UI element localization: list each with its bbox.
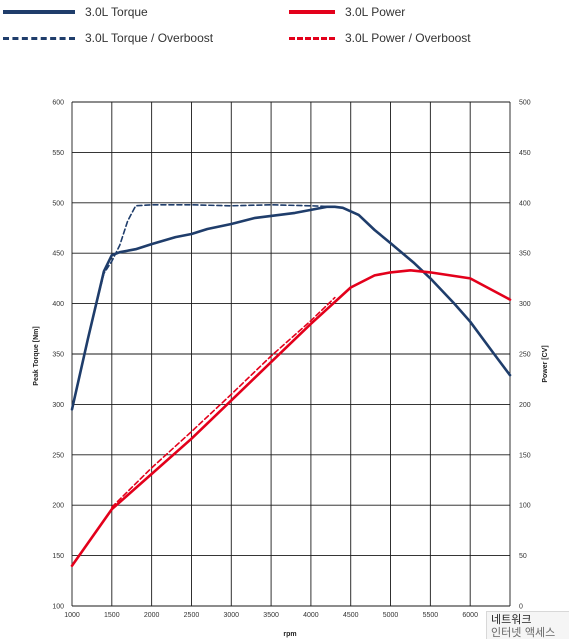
y-tick-label: 500 xyxy=(52,200,64,207)
x-tick-label: 6000 xyxy=(462,612,478,619)
y-tick-label: 400 xyxy=(52,301,64,308)
chart-ticks: 1000 1500 2000 2500 3000 3500 4000 4500 5000 5500… xyxy=(52,100,530,620)
series-line-torque xyxy=(70,205,512,411)
y-tick-label: 600 xyxy=(52,100,64,107)
overlay-line-2: 인터넷 액세스 xyxy=(491,626,556,639)
chart-legend: 3.0L Torque 3.0L Power 3.0L Torque / Ove… xyxy=(0,0,569,60)
y2-tick-label: 0 xyxy=(519,604,523,611)
legend-swatch-torque xyxy=(3,10,75,14)
y-tick-label: 450 xyxy=(52,251,64,258)
x-tick-label: 3000 xyxy=(223,612,239,619)
overlay-line-1: 네트워크 xyxy=(491,613,532,626)
x-tick-label: 2500 xyxy=(184,612,200,619)
y-tick-label: 100 xyxy=(52,604,64,611)
y2-axis-title: Power [CV] xyxy=(542,345,549,382)
network-access-overlay: 네트워크 인터넷 액세스 xyxy=(486,611,569,639)
chart-grid xyxy=(71,101,511,607)
y-tick-label: 150 xyxy=(52,553,64,560)
series-line-power-overboost xyxy=(111,296,336,508)
x-tick-label: 4000 xyxy=(303,612,319,619)
x-tick-label: 1500 xyxy=(104,612,120,619)
x-tick-label: 4500 xyxy=(343,612,359,619)
x-tick-label: 3500 xyxy=(263,612,279,619)
y2-tick-label: 150 xyxy=(519,452,531,459)
y-tick-label: 200 xyxy=(52,503,64,510)
y-axis-title: Peak Torque [Nm] xyxy=(33,326,40,385)
y2-tick-label: 350 xyxy=(519,251,531,258)
x-tick-label: 5500 xyxy=(423,612,439,619)
legend-label-torque: 3.0L Torque xyxy=(85,5,148,19)
x-tick-label: 2000 xyxy=(144,612,160,619)
y2-tick-label: 100 xyxy=(519,503,531,510)
legend-swatch-power-overboost xyxy=(289,37,335,40)
chart-series xyxy=(70,204,512,567)
y-tick-label: 550 xyxy=(52,150,64,157)
x-axis-title: rpm xyxy=(283,631,296,638)
x-tick-label: 5000 xyxy=(383,612,399,619)
series-line-power xyxy=(70,269,512,567)
y2-tick-label: 50 xyxy=(519,553,527,560)
legend-swatch-torque-overboost xyxy=(3,37,75,40)
legend-swatch-power xyxy=(289,10,335,14)
y-tick-label: 250 xyxy=(52,452,64,459)
y2-tick-label: 400 xyxy=(519,200,531,207)
y-tick-label: 300 xyxy=(52,402,64,409)
y2-tick-label: 200 xyxy=(519,402,531,409)
y2-tick-label: 250 xyxy=(519,352,531,359)
legend-label-torque-overboost: 3.0L Torque / Overboost xyxy=(85,31,214,45)
y2-tick-label: 500 xyxy=(519,100,531,107)
y2-tick-label: 300 xyxy=(519,301,531,308)
y-tick-label: 350 xyxy=(52,352,64,359)
series-line-torque-overboost xyxy=(71,204,336,411)
legend-label-power-overboost: 3.0L Power / Overboost xyxy=(345,31,471,45)
x-tick-label: 1000 xyxy=(64,612,80,619)
legend-label-power: 3.0L Power xyxy=(345,5,406,19)
y2-tick-label: 450 xyxy=(519,150,531,157)
